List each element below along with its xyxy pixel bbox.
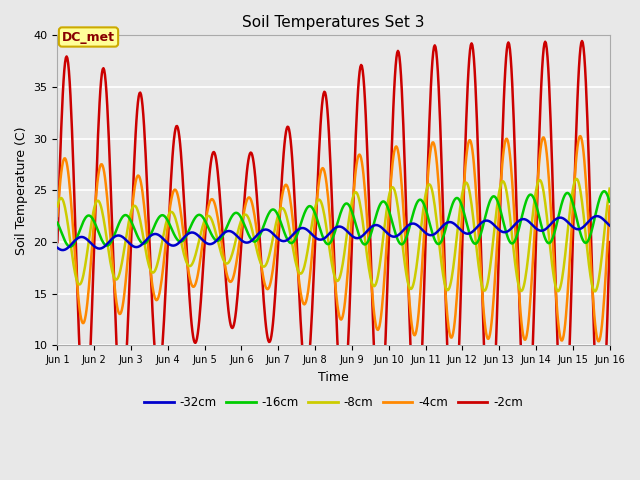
X-axis label: Time: Time: [318, 371, 349, 384]
-4cm: [54, 213, 61, 219]
-8cm: [433, 222, 441, 228]
-16cm: [54, 220, 61, 226]
-8cm: [591, 288, 599, 294]
-4cm: [555, 326, 563, 332]
-16cm: [556, 208, 564, 214]
-2cm: [175, 129, 182, 134]
-4cm: [175, 196, 182, 202]
-8cm: [555, 288, 563, 293]
-16cm: [67, 244, 74, 250]
-32cm: [556, 215, 564, 220]
Line: -4cm: -4cm: [58, 136, 610, 341]
-32cm: [606, 223, 614, 228]
Line: -16cm: -16cm: [58, 191, 610, 247]
-4cm: [577, 133, 584, 139]
-2cm: [578, 38, 586, 44]
-8cm: [54, 204, 61, 209]
Title: Soil Temperatures Set 3: Soil Temperatures Set 3: [243, 15, 425, 30]
-16cm: [326, 240, 333, 246]
Y-axis label: Soil Temperature (C): Soil Temperature (C): [15, 126, 28, 254]
-4cm: [198, 241, 206, 247]
-4cm: [433, 162, 441, 168]
-16cm: [600, 188, 608, 194]
-32cm: [593, 213, 600, 219]
-16cm: [380, 199, 387, 204]
-32cm: [199, 238, 207, 243]
-32cm: [380, 226, 387, 232]
-4cm: [325, 204, 333, 209]
-32cm: [54, 245, 61, 251]
-8cm: [198, 224, 206, 230]
-8cm: [606, 186, 614, 192]
Text: DC_met: DC_met: [62, 31, 115, 44]
-32cm: [434, 228, 442, 234]
-2cm: [325, 130, 333, 136]
-8cm: [379, 240, 387, 246]
-32cm: [326, 230, 333, 236]
-2cm: [606, 239, 614, 245]
Line: -2cm: -2cm: [58, 41, 610, 444]
-8cm: [573, 176, 580, 182]
Line: -8cm: -8cm: [58, 179, 610, 291]
Legend: -32cm, -16cm, -8cm, -4cm, -2cm: -32cm, -16cm, -8cm, -4cm, -2cm: [140, 392, 527, 414]
-32cm: [59, 247, 67, 253]
-16cm: [606, 199, 614, 204]
-4cm: [379, 298, 387, 304]
-16cm: [175, 239, 183, 244]
-16cm: [434, 241, 442, 247]
-2cm: [54, 239, 61, 245]
-8cm: [175, 228, 182, 233]
-2cm: [379, 401, 387, 407]
-2cm: [433, 57, 441, 63]
Line: -32cm: -32cm: [58, 216, 610, 250]
-2cm: [596, 441, 604, 446]
-32cm: [175, 240, 183, 245]
-2cm: [198, 276, 206, 282]
-16cm: [199, 215, 207, 220]
-2cm: [555, 381, 563, 387]
-4cm: [606, 204, 614, 209]
-4cm: [595, 338, 603, 344]
-8cm: [325, 242, 333, 248]
